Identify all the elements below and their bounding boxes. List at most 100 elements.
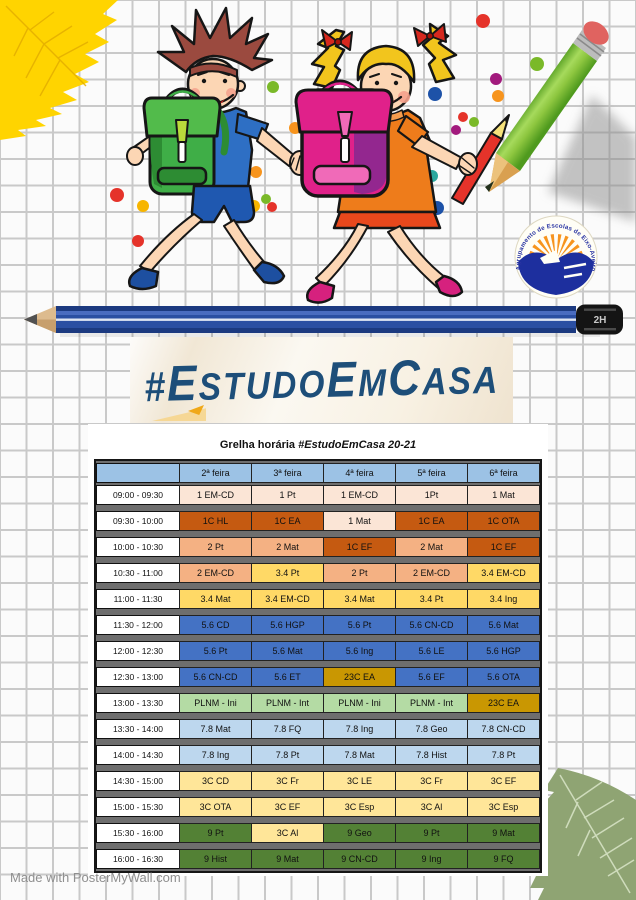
subject-cell: 3C Fr: [395, 771, 468, 791]
subject-cell: 3.4 EM-CD: [251, 589, 324, 609]
subject-cell: 3.4 Pt: [395, 589, 468, 609]
subject-cell: 1 EM-CD: [323, 485, 396, 505]
timetable-corner-cell: [96, 463, 180, 483]
time-slot-cell: 12:30 - 13:00: [96, 667, 180, 687]
subject-cell: 3C EF: [251, 797, 324, 817]
timetable-row: 09:30 - 10:00 1C HL 1C EA 1 Mat 1C EA 1C OTA: [96, 511, 540, 531]
subject-cell: 5.6 LE: [395, 641, 468, 661]
timetable-row: 10:30 - 11:00 2 EM-CD 3.4 Pt 2 Pt 2 EM-CD 3.4…: [96, 563, 540, 583]
timetable-row: 15:00 - 15:30 3C OTA 3C EF 3C Esp 3C Al 3C Es…: [96, 797, 540, 817]
subject-cell: 1 Mat: [467, 485, 540, 505]
subject-cell: 7.8 CN-CD: [467, 719, 540, 739]
subject-cell: 1 Mat: [323, 511, 396, 531]
subject-cell: 2 Pt: [323, 563, 396, 583]
day-header-cell: 2ª feira: [179, 463, 252, 483]
subject-cell: 3.4 Pt: [251, 563, 324, 583]
subject-cell: 1C EF: [467, 537, 540, 557]
timetable-row: 14:00 - 14:30 7.8 Ing 7.8 Pt 7.8 Mat 7.8 His…: [96, 745, 540, 765]
subject-cell: 9 Ing: [395, 849, 468, 869]
subject-cell: 5.6 HGP: [467, 641, 540, 661]
subject-cell: 7.8 Mat: [323, 745, 396, 765]
subject-cell: 7.8 Pt: [251, 745, 324, 765]
banner-letter-group: E: [166, 354, 199, 412]
subject-cell: 1C OTA: [467, 511, 540, 531]
subject-cell: 3C LE: [323, 771, 396, 791]
subject-cell: 9 Geo: [323, 823, 396, 843]
subject-cell: 1C EA: [251, 511, 324, 531]
subject-cell: 9 Pt: [179, 823, 252, 843]
timetable-row: 13:00 - 13:30 PLNM - Ini PLNM - Int PLNM - …: [96, 693, 540, 713]
subject-cell: 5.6 ET: [251, 667, 324, 687]
time-slot-cell: 11:00 - 11:30: [96, 589, 180, 609]
subject-cell: 9 Pt: [395, 823, 468, 843]
banner-letter-group: E: [325, 351, 359, 408]
banner-title: #ESTUDOEMCASA: [144, 349, 500, 412]
timetable-row: 12:30 - 13:00 5.6 CN-CD 5.6 ET 23C EA 5.6 EF…: [96, 667, 540, 687]
banner-letter-group: ASA: [421, 359, 500, 404]
subject-cell: PLNM - Int: [395, 693, 468, 713]
timetable-row: 11:00 - 11:30 3.4 Mat 3.4 EM-CD 3.4 Mat 3.4 …: [96, 589, 540, 609]
timetable-title-prefix: Grelha horária: [219, 439, 299, 451]
timetable-row: 11:30 - 12:00 5.6 CD 5.6 HGP 5.6 Pt 5.6 CN-C…: [96, 615, 540, 635]
subject-cell: 2 EM-CD: [179, 563, 252, 583]
subject-cell: 5.6 HGP: [251, 615, 324, 635]
timetable-row: 10:00 - 10:30 2 Pt 2 Mat 1C EF 2 Mat 1C EF: [96, 537, 540, 557]
subject-cell: 2 Mat: [251, 537, 324, 557]
subject-cell: 5.6 CD: [179, 615, 252, 635]
subject-cell: 5.6 Pt: [179, 641, 252, 661]
time-slot-cell: 11:30 - 12:00: [96, 615, 180, 635]
subject-cell: 3C Esp: [323, 797, 396, 817]
subject-cell: 3C Al: [251, 823, 324, 843]
timetable-row: 09:00 - 09:30 1 EM-CD 1 Pt 1 EM-CD 1Pt 1 Mat: [96, 485, 540, 505]
subject-cell: 9 FQ: [467, 849, 540, 869]
day-header-cell: 5ª feira: [395, 463, 468, 483]
banner-letter-group: C: [387, 349, 423, 407]
time-slot-cell: 09:30 - 10:00: [96, 511, 180, 531]
subject-cell: 3.4 Mat: [179, 589, 252, 609]
timetable-row: 16:00 - 16:30 9 Hist 9 Mat 9 CN-CD 9 Ing 9 FQ: [96, 849, 540, 869]
subject-cell: 5.6 CN-CD: [179, 667, 252, 687]
subject-cell: 7.8 Hist: [395, 745, 468, 765]
time-slot-cell: 14:00 - 14:30: [96, 745, 180, 765]
timetable-row: 13:30 - 14:00 7.8 Mat 7.8 FQ 7.8 Ing 7.8 Geo…: [96, 719, 540, 739]
day-header-cell: 4ª feira: [323, 463, 396, 483]
day-header-cell: 3ª feira: [251, 463, 324, 483]
subject-cell: 2 Mat: [395, 537, 468, 557]
time-slot-cell: 10:30 - 11:00: [96, 563, 180, 583]
timetable-grid: 2ª feira 3ª feira 4ª feira 5ª feira 6ª feira…: [94, 459, 542, 873]
time-slot-cell: 16:00 - 16:30: [96, 849, 180, 869]
subject-cell: 1 Pt: [251, 485, 324, 505]
day-header-cell: 6ª feira: [467, 463, 540, 483]
time-slot-cell: 10:00 - 10:30: [96, 537, 180, 557]
subject-cell: 9 Mat: [251, 849, 324, 869]
subject-cell: 3C OTA: [179, 797, 252, 817]
time-slot-cell: 12:00 - 12:30: [96, 641, 180, 661]
subject-cell: 5.6 Ing: [323, 641, 396, 661]
subject-cell: 3.4 EM-CD: [467, 563, 540, 583]
time-slot-cell: 13:00 - 13:30: [96, 693, 180, 713]
subject-cell: 1C HL: [179, 511, 252, 531]
estudoemcasa-banner: #ESTUDOEMCASA: [130, 337, 513, 423]
subject-cell: 2 Pt: [179, 537, 252, 557]
time-slot-cell: 15:00 - 15:30: [96, 797, 180, 817]
subject-cell: 7.8 FQ: [251, 719, 324, 739]
timetable-header-row: 2ª feira 3ª feira 4ª feira 5ª feira 6ª feira: [96, 463, 540, 483]
subject-cell: 3C Esp: [467, 797, 540, 817]
timetable-row: 12:00 - 12:30 5.6 Pt 5.6 Mat 5.6 Ing 5.6 LE 5…: [96, 641, 540, 661]
subject-cell: 7.8 Mat: [179, 719, 252, 739]
subject-cell: 5.6 Mat: [251, 641, 324, 661]
subject-cell: 5.6 Pt: [323, 615, 396, 635]
subject-cell: PLNM - Ini: [179, 693, 252, 713]
time-slot-cell: 13:30 - 14:00: [96, 719, 180, 739]
timetable-panel: Grelha horária #EstudoEmCasa 20-21 2ª fe…: [88, 424, 548, 876]
subject-cell: 1Pt: [395, 485, 468, 505]
subject-cell: 7.8 Pt: [467, 745, 540, 765]
subject-cell: 3.4 Mat: [323, 589, 396, 609]
timetable-row: 15:30 - 16:00 9 Pt 3C Al 9 Geo 9 Pt 9 Mat: [96, 823, 540, 843]
banner-letter-group: STUDO: [197, 363, 327, 409]
banner-accent-pencil-tip: [188, 405, 204, 415]
subject-cell: PLNM - Ini: [323, 693, 396, 713]
subject-cell: 9 Hist: [179, 849, 252, 869]
subject-cell: 7.8 Geo: [395, 719, 468, 739]
